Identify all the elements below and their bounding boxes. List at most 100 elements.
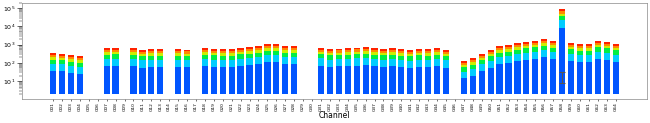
Bar bbox=[237, 59, 244, 66]
Bar bbox=[470, 69, 476, 76]
Bar bbox=[389, 55, 396, 59]
Bar bbox=[478, 56, 485, 58]
Bar bbox=[506, 49, 512, 52]
Bar bbox=[282, 57, 289, 64]
Bar bbox=[612, 50, 619, 55]
Bar bbox=[131, 55, 136, 59]
Bar bbox=[229, 67, 235, 94]
Bar bbox=[220, 60, 226, 67]
Bar bbox=[443, 60, 449, 68]
Bar bbox=[139, 52, 146, 54]
Bar bbox=[273, 48, 280, 51]
Bar bbox=[273, 62, 280, 94]
Bar bbox=[612, 44, 619, 46]
Bar bbox=[514, 45, 521, 47]
Bar bbox=[604, 60, 610, 94]
Bar bbox=[344, 48, 351, 50]
Bar bbox=[50, 71, 56, 94]
Bar bbox=[380, 51, 387, 53]
Bar bbox=[265, 51, 270, 55]
Bar bbox=[327, 51, 333, 53]
Bar bbox=[103, 52, 110, 55]
Bar bbox=[211, 55, 217, 60]
Bar bbox=[148, 60, 155, 67]
Bar bbox=[50, 57, 56, 60]
Bar bbox=[77, 61, 83, 63]
Bar bbox=[246, 51, 253, 54]
Bar bbox=[559, 28, 566, 94]
Bar bbox=[371, 50, 378, 52]
Bar bbox=[344, 54, 351, 59]
Bar bbox=[344, 59, 351, 66]
Bar bbox=[246, 49, 253, 51]
Bar bbox=[559, 11, 566, 14]
Bar bbox=[604, 48, 610, 53]
Bar bbox=[77, 74, 83, 94]
Bar bbox=[246, 58, 253, 65]
Bar bbox=[202, 55, 208, 59]
Bar bbox=[50, 64, 56, 71]
Bar bbox=[59, 56, 65, 58]
Bar bbox=[139, 61, 146, 68]
Bar bbox=[425, 49, 431, 51]
Bar bbox=[335, 59, 342, 67]
Bar bbox=[255, 64, 261, 94]
Bar bbox=[568, 45, 574, 47]
Bar bbox=[586, 46, 592, 48]
Bar bbox=[211, 53, 217, 55]
Bar bbox=[255, 46, 261, 48]
Bar bbox=[220, 51, 226, 53]
Bar bbox=[77, 63, 83, 67]
Bar bbox=[327, 53, 333, 55]
X-axis label: Channel: Channel bbox=[318, 111, 350, 120]
Bar bbox=[434, 55, 440, 59]
Bar bbox=[506, 56, 512, 63]
Bar bbox=[416, 55, 422, 60]
Bar bbox=[103, 48, 110, 50]
Bar bbox=[380, 53, 387, 55]
Bar bbox=[318, 52, 324, 54]
Bar bbox=[103, 50, 110, 52]
Bar bbox=[175, 49, 181, 51]
Bar bbox=[514, 62, 521, 94]
Bar bbox=[202, 48, 208, 50]
Bar bbox=[478, 58, 485, 60]
Bar bbox=[59, 54, 65, 56]
Bar bbox=[246, 47, 253, 49]
Bar bbox=[273, 51, 280, 55]
Bar bbox=[416, 60, 422, 67]
Bar bbox=[237, 52, 244, 54]
Bar bbox=[291, 53, 297, 57]
Bar bbox=[335, 55, 342, 59]
Bar bbox=[550, 45, 556, 48]
Bar bbox=[344, 52, 351, 54]
Bar bbox=[506, 47, 512, 49]
Bar bbox=[229, 49, 235, 51]
Bar bbox=[478, 64, 485, 71]
Bar bbox=[175, 56, 181, 60]
Bar bbox=[291, 46, 297, 48]
Bar bbox=[220, 56, 226, 60]
Bar bbox=[157, 56, 163, 60]
Bar bbox=[514, 50, 521, 54]
Bar bbox=[354, 66, 360, 94]
Bar bbox=[488, 52, 494, 54]
Bar bbox=[407, 68, 413, 94]
Bar bbox=[398, 49, 404, 51]
Bar bbox=[532, 59, 538, 94]
Bar bbox=[595, 52, 601, 59]
Bar bbox=[112, 66, 119, 94]
Bar bbox=[595, 45, 601, 47]
Bar bbox=[273, 55, 280, 62]
Bar bbox=[380, 49, 387, 51]
Bar bbox=[559, 16, 566, 20]
Bar bbox=[220, 53, 226, 56]
Bar bbox=[148, 53, 155, 56]
Bar bbox=[532, 52, 538, 59]
Bar bbox=[148, 51, 155, 53]
Bar bbox=[273, 44, 280, 46]
Bar bbox=[443, 54, 449, 56]
Bar bbox=[425, 60, 431, 67]
Bar bbox=[416, 51, 422, 53]
Bar bbox=[68, 57, 74, 59]
